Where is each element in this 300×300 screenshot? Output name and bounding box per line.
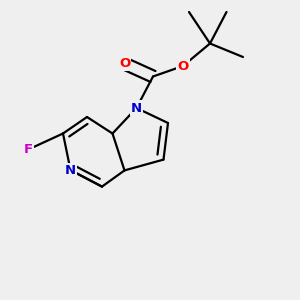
Text: F: F bbox=[24, 143, 33, 156]
Text: O: O bbox=[177, 59, 189, 73]
Text: O: O bbox=[119, 57, 130, 70]
Text: N: N bbox=[65, 164, 76, 177]
Text: N: N bbox=[131, 101, 142, 115]
